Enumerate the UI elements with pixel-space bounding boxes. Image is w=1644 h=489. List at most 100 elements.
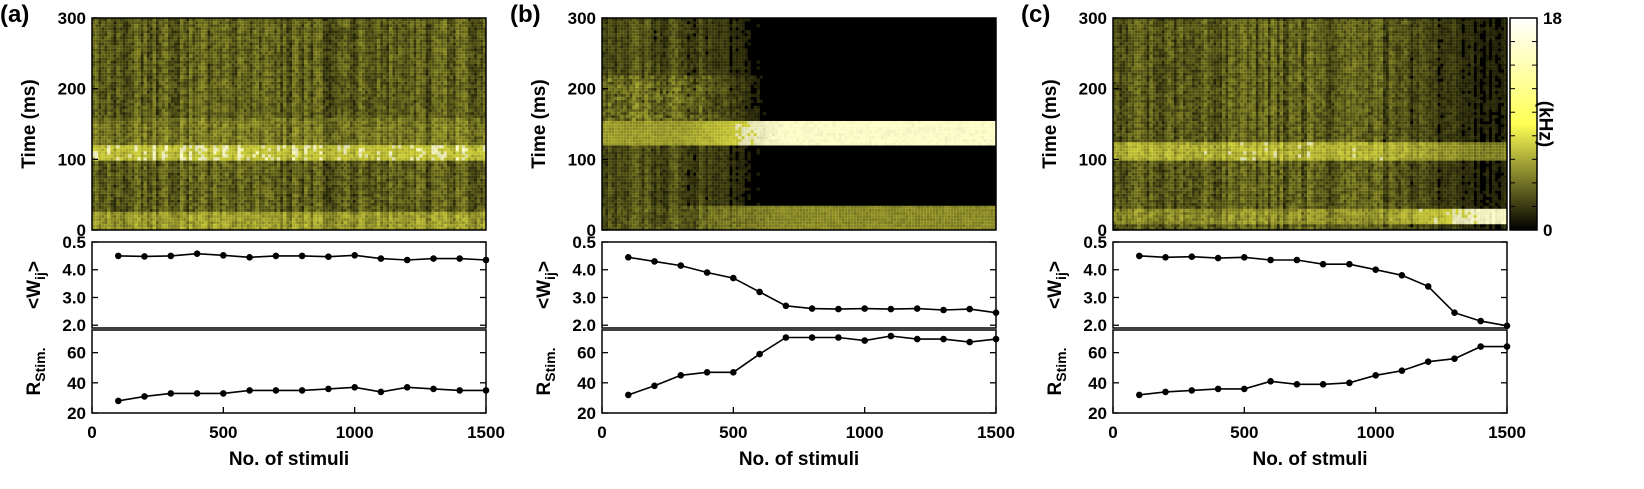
- heatmap-cell: [140, 54, 143, 57]
- heatmap-cell: [159, 45, 162, 48]
- heatmap-cell: [304, 45, 307, 48]
- heatmap-cell: [265, 57, 268, 60]
- heatmap-cell: [265, 124, 268, 127]
- heatmap-cell: [204, 21, 207, 24]
- heatmap-cell: [289, 66, 292, 69]
- heatmap-cell: [95, 175, 98, 178]
- heatmap-cell: [186, 82, 189, 85]
- heatmap-cell: [268, 191, 271, 194]
- heatmap-cell: [250, 182, 253, 185]
- heatmap-cell: [113, 191, 116, 194]
- heatmap-cell: [216, 112, 219, 115]
- heatmap-cell: [234, 54, 237, 57]
- heatmap-cell: [304, 48, 307, 51]
- heatmap-cell: [195, 175, 198, 178]
- heatmap-cell: [213, 121, 216, 124]
- heatmap-cell: [186, 200, 189, 203]
- heatmap-cell: [156, 88, 159, 91]
- heatmap-cell: [271, 118, 274, 121]
- heatmap-cell: [268, 154, 271, 157]
- heatmap-cell: [231, 106, 234, 109]
- heatmap-cell: [292, 169, 295, 172]
- heatmap-cell: [186, 182, 189, 185]
- heatmap-cell: [228, 66, 231, 69]
- heatmap-cell: [210, 197, 213, 200]
- heatmap-cell: [165, 118, 168, 121]
- heatmap-cell: [156, 139, 159, 142]
- heatmap-cell: [162, 218, 165, 221]
- heatmap-cell: [295, 112, 298, 115]
- heatmap-cell: [219, 118, 222, 121]
- heatmap-cell: [122, 209, 125, 212]
- heatmap-cell: [177, 115, 180, 118]
- heatmap-cell: [259, 166, 262, 169]
- heatmap-cell: [216, 36, 219, 39]
- heatmap-cell: [234, 127, 237, 130]
- heatmap-cell: [216, 203, 219, 206]
- heatmap-cell: [153, 188, 156, 191]
- heatmap-cell: [283, 197, 286, 200]
- heatmap-cell: [183, 145, 186, 148]
- heatmap-cell: [219, 182, 222, 185]
- heatmap-cell: [213, 115, 216, 118]
- heatmap-cell: [201, 145, 204, 148]
- heatmap-cell: [189, 21, 192, 24]
- heatmap-cell: [183, 124, 186, 127]
- heatmap-cell: [192, 115, 195, 118]
- heatmap-cell: [280, 133, 283, 136]
- heatmap-cell: [292, 106, 295, 109]
- heatmap-cell: [113, 91, 116, 94]
- heatmap-cell: [128, 109, 131, 112]
- heatmap-cell: [134, 103, 137, 106]
- heatmap-cell: [153, 51, 156, 54]
- heatmap-cell: [256, 130, 259, 133]
- heatmap-cell: [201, 79, 204, 82]
- heatmap-cell: [213, 69, 216, 72]
- heatmap-cell: [286, 115, 289, 118]
- heatmap-cell: [107, 48, 110, 51]
- heatmap-cell: [262, 127, 265, 130]
- heatmap-cell: [137, 45, 140, 48]
- heatmap-cell: [183, 160, 186, 163]
- heatmap-cell: [222, 154, 225, 157]
- heatmap-cell: [277, 163, 280, 166]
- heatmap-cell: [153, 118, 156, 121]
- heatmap-cell: [231, 30, 234, 33]
- heatmap-cell: [192, 191, 195, 194]
- heatmap-cell: [147, 200, 150, 203]
- heatmap-cell: [189, 157, 192, 160]
- heatmap-cell: [104, 127, 107, 130]
- heatmap-cell: [122, 33, 125, 36]
- heatmap-cell: [110, 54, 113, 57]
- heatmap-cell: [131, 30, 134, 33]
- heatmap-cell: [274, 51, 277, 54]
- heatmap-cell: [222, 212, 225, 215]
- heatmap-cell: [244, 179, 247, 182]
- heatmap-cell: [101, 130, 104, 133]
- heatmap-cell: [144, 209, 147, 212]
- heatmap-cell: [250, 82, 253, 85]
- heatmap-cell: [265, 194, 268, 197]
- heatmap-cell: [283, 45, 286, 48]
- heatmap-cell: [201, 24, 204, 27]
- heatmap-cell: [271, 224, 274, 227]
- heatmap-cell: [198, 85, 201, 88]
- heatmap-cell: [98, 57, 101, 60]
- heatmap-cell: [234, 160, 237, 163]
- heatmap-cell: [307, 76, 310, 79]
- heatmap-cell: [131, 66, 134, 69]
- heatmap-cell: [274, 200, 277, 203]
- heatmap-cell: [237, 212, 240, 215]
- heatmap-cell: [162, 145, 165, 148]
- heatmap-cell: [262, 48, 265, 51]
- heatmap-cell: [292, 188, 295, 191]
- heatmap-cell: [198, 163, 201, 166]
- heatmap-cell: [295, 82, 298, 85]
- heatmap-cell: [286, 118, 289, 121]
- heatmap-cell: [253, 160, 256, 163]
- heatmap-cell: [234, 221, 237, 224]
- heatmap-cell: [283, 76, 286, 79]
- heatmap-cell: [131, 160, 134, 163]
- heatmap-cell: [274, 109, 277, 112]
- heatmap-cell: [122, 124, 125, 127]
